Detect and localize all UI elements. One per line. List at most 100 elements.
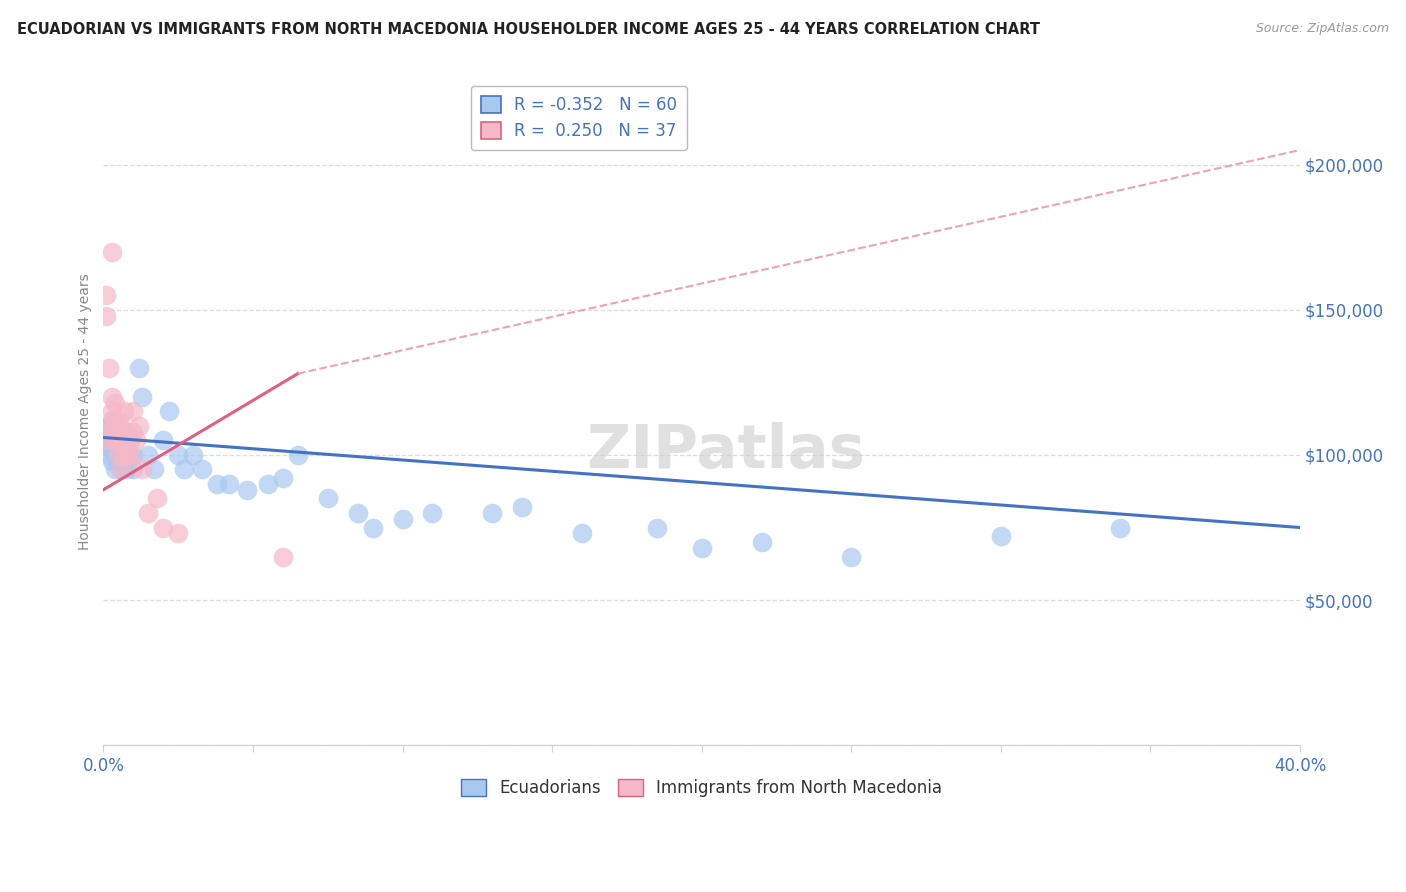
Text: Source: ZipAtlas.com: Source: ZipAtlas.com	[1256, 22, 1389, 36]
Point	[110, 425, 132, 439]
Point	[96, 425, 118, 439]
Point	[110, 434, 132, 448]
Point	[107, 448, 129, 462]
Point	[218, 477, 240, 491]
Point	[510, 500, 533, 515]
Point	[136, 506, 159, 520]
Point	[128, 418, 150, 433]
Point	[107, 413, 129, 427]
Text: ZIPatlas: ZIPatlas	[586, 422, 865, 481]
Point	[98, 434, 121, 448]
Point	[346, 506, 368, 520]
Point	[236, 483, 259, 497]
Point	[751, 535, 773, 549]
Point	[104, 434, 127, 448]
Point	[110, 418, 132, 433]
Point	[107, 448, 129, 462]
Point	[107, 434, 129, 448]
Point	[191, 462, 214, 476]
Point	[120, 448, 142, 462]
Point	[112, 454, 135, 468]
Point	[120, 434, 142, 448]
Point	[96, 309, 118, 323]
Point	[101, 390, 124, 404]
Point	[136, 448, 159, 462]
Point	[205, 477, 228, 491]
Point	[839, 549, 862, 564]
Text: ECUADORIAN VS IMMIGRANTS FROM NORTH MACEDONIA HOUSEHOLDER INCOME AGES 25 - 44 YE: ECUADORIAN VS IMMIGRANTS FROM NORTH MACE…	[17, 22, 1040, 37]
Point	[173, 462, 195, 476]
Point	[101, 442, 124, 456]
Point	[422, 506, 444, 520]
Point	[110, 462, 132, 476]
Point	[98, 418, 121, 433]
Point	[96, 439, 118, 453]
Point	[990, 529, 1012, 543]
Point	[271, 471, 294, 485]
Point	[152, 520, 174, 534]
Point	[122, 462, 145, 476]
Point	[122, 404, 145, 418]
Point	[571, 526, 593, 541]
Point	[146, 491, 169, 506]
Point	[120, 434, 142, 448]
Point	[104, 413, 127, 427]
Y-axis label: Householder Income Ages 25 - 44 years: Householder Income Ages 25 - 44 years	[79, 273, 93, 549]
Point	[117, 448, 139, 462]
Point	[316, 491, 339, 506]
Point	[152, 434, 174, 448]
Point	[107, 448, 129, 462]
Point	[101, 454, 124, 468]
Point	[110, 448, 132, 462]
Point	[125, 434, 148, 448]
Point	[690, 541, 713, 555]
Point	[122, 448, 145, 462]
Point	[104, 395, 127, 409]
Point	[98, 360, 121, 375]
Point	[110, 439, 132, 453]
Point	[181, 448, 204, 462]
Point	[117, 425, 139, 439]
Point	[112, 448, 135, 462]
Point	[112, 434, 135, 448]
Point	[96, 288, 118, 302]
Point	[117, 448, 139, 462]
Point	[143, 462, 166, 476]
Point	[101, 413, 124, 427]
Point	[120, 448, 142, 462]
Point	[104, 448, 127, 462]
Point	[101, 244, 124, 259]
Point	[131, 462, 153, 476]
Point	[110, 462, 132, 476]
Point	[101, 427, 124, 442]
Point	[112, 425, 135, 439]
Point	[167, 526, 190, 541]
Point	[107, 454, 129, 468]
Point	[101, 425, 124, 439]
Point	[167, 448, 190, 462]
Point	[131, 390, 153, 404]
Point	[122, 425, 145, 439]
Legend: Ecuadorians, Immigrants from North Macedonia: Ecuadorians, Immigrants from North Maced…	[454, 772, 949, 804]
Point	[117, 462, 139, 476]
Point	[101, 404, 124, 418]
Point	[271, 549, 294, 564]
Point	[98, 434, 121, 448]
Point	[128, 360, 150, 375]
Point	[361, 520, 384, 534]
Point	[110, 425, 132, 439]
Point	[98, 418, 121, 433]
Point	[112, 404, 135, 418]
Point	[645, 520, 668, 534]
Point	[287, 448, 309, 462]
Point	[481, 506, 503, 520]
Point	[112, 434, 135, 448]
Point	[1109, 520, 1132, 534]
Point	[107, 425, 129, 439]
Point	[104, 462, 127, 476]
Point	[112, 448, 135, 462]
Point	[104, 425, 127, 439]
Point	[257, 477, 280, 491]
Point	[157, 404, 180, 418]
Point	[104, 434, 127, 448]
